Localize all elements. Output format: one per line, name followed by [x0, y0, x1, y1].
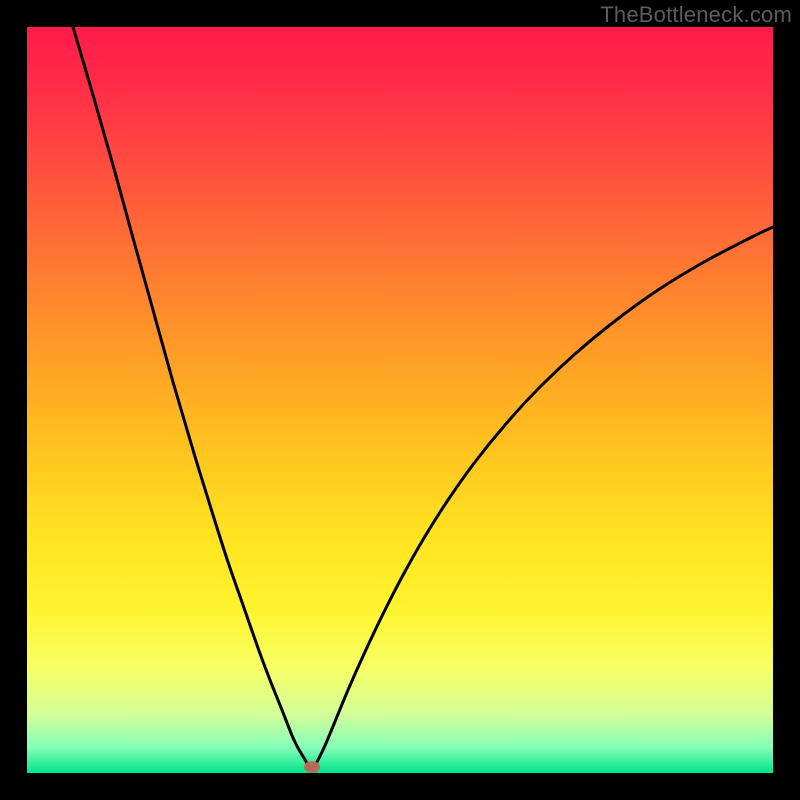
chart-svg — [0, 0, 800, 800]
watermark-text: TheBottleneck.com — [600, 2, 792, 28]
plot-area — [27, 27, 773, 773]
minimum-marker — [304, 761, 320, 773]
chart-container: TheBottleneck.com — [0, 0, 800, 800]
